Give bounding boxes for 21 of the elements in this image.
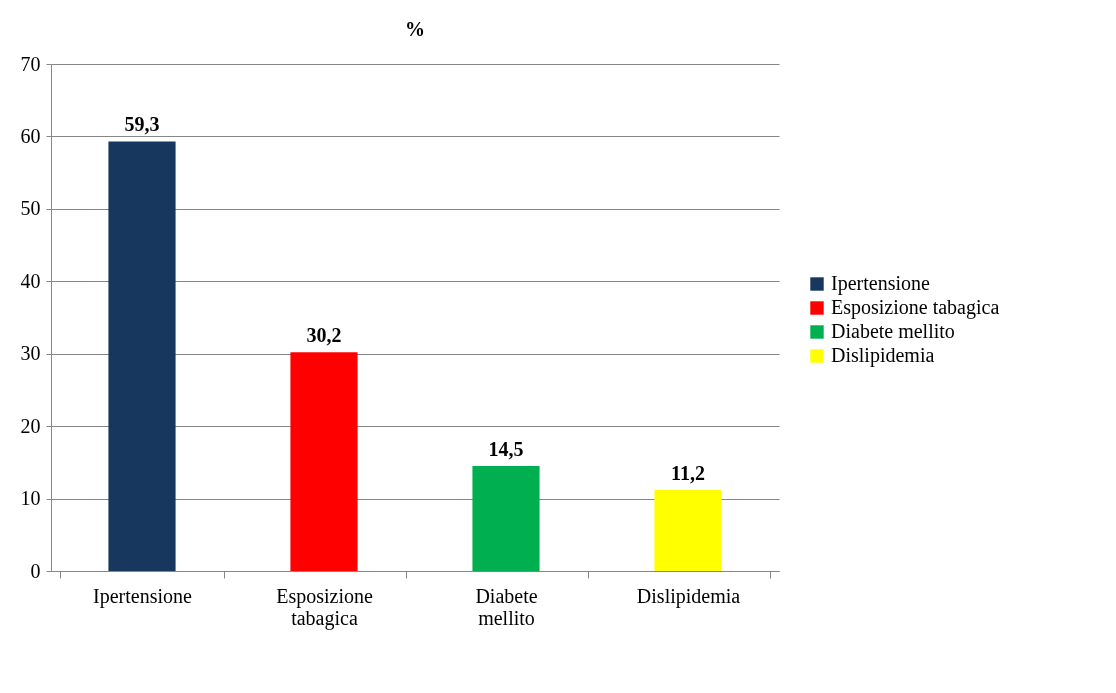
x-tick-label: Esposizione tabagica — [276, 584, 373, 630]
y-tick-label: 50 — [20, 197, 41, 220]
legend-label: Dislipidemia — [831, 344, 935, 367]
data-label: 59,3 — [124, 113, 160, 136]
legend-label: Esposizione tabagica — [831, 296, 1000, 319]
data-label: 11,2 — [671, 461, 705, 484]
x-tick-label: Ipertensione — [93, 584, 193, 608]
legend-label: Diabete mellito — [831, 320, 955, 342]
x-tick-label: Diabete mellito — [475, 584, 538, 629]
y-tick-label: 30 — [20, 342, 41, 365]
y-tick-label: 20 — [20, 414, 41, 437]
y-tick-label: 60 — [20, 124, 41, 147]
data-label: 30,2 — [306, 324, 342, 347]
data-label: 14,5 — [488, 437, 524, 460]
y-tick-label: 40 — [20, 269, 41, 292]
y-tick-label: 70 — [20, 52, 41, 75]
chart-title: % — [405, 18, 425, 40]
x-tick-label: Dislipidemia — [636, 584, 741, 608]
y-tick-label: 0 — [30, 559, 41, 582]
legend-label: Ipertensione — [831, 272, 930, 295]
y-tick-label: 10 — [20, 487, 41, 510]
